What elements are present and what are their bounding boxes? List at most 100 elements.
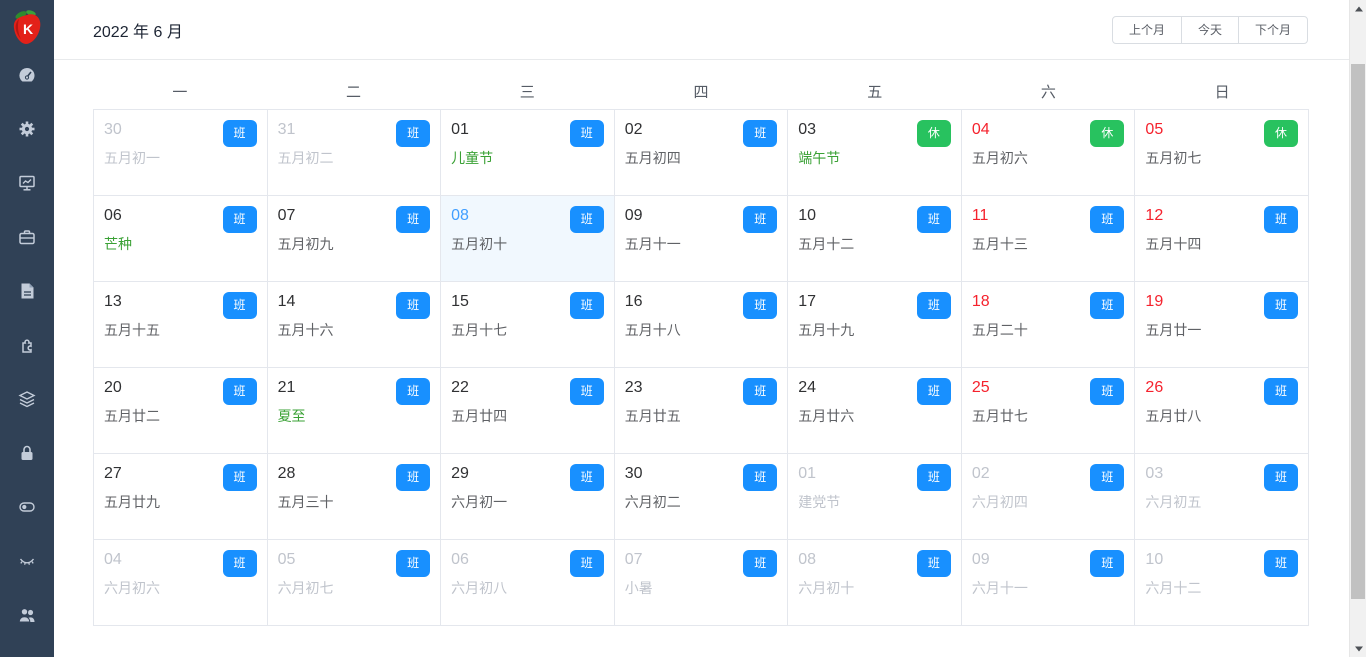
calendar-cell[interactable]: 10 五月十二 班 xyxy=(788,196,962,282)
calendar-cell[interactable]: 30 五月初一 班 xyxy=(94,110,268,196)
prev-month-button[interactable]: 上个月 xyxy=(1111,16,1182,44)
calendar-cell[interactable]: 03 端午节 休 xyxy=(788,110,962,196)
day-number: 05 xyxy=(277,551,296,568)
calendar-cell[interactable]: 26 五月廿八 班 xyxy=(1135,368,1309,454)
scroll-down-arrow-icon[interactable] xyxy=(1350,640,1366,657)
day-number: 07 xyxy=(624,551,643,568)
calendar-cell[interactable]: 05 五月初七 休 xyxy=(1135,110,1309,196)
work-badge: 班 xyxy=(569,206,604,233)
vertical-scrollbar[interactable] xyxy=(1349,0,1366,657)
calendar-cell[interactable]: 02 六月初四 班 xyxy=(961,454,1136,540)
layers-icon xyxy=(18,391,36,408)
sidebar-item-layers[interactable] xyxy=(0,372,54,426)
app-logo[interactable]: K xyxy=(7,6,47,48)
lunar-label: 五月初七 xyxy=(1145,150,1202,166)
day-number: 17 xyxy=(798,293,817,310)
day-number: 02 xyxy=(624,121,643,138)
day-number: 02 xyxy=(971,465,990,482)
calendar-cell[interactable]: 07 小暑 班 xyxy=(614,540,789,626)
calendar-cell[interactable]: 06 芒种 班 xyxy=(94,196,268,282)
calendar-cell[interactable]: 24 五月廿六 班 xyxy=(788,368,962,454)
calendar-cell[interactable]: 07 五月初九 班 xyxy=(267,196,442,282)
calendar-cell[interactable]: 11 五月十三 班 xyxy=(961,196,1136,282)
calendar-cell[interactable]: 14 五月十六 班 xyxy=(267,282,442,368)
calendar-cell[interactable]: 29 六月初一 班 xyxy=(441,454,615,540)
sidebar-item-components[interactable] xyxy=(0,318,54,372)
lunar-label: 五月十九 xyxy=(798,322,855,338)
calendar-cell[interactable]: 25 五月廿七 班 xyxy=(961,368,1136,454)
calendar-cell[interactable]: 05 六月初七 班 xyxy=(267,540,442,626)
day-number: 20 xyxy=(104,379,122,396)
calendar-cell[interactable]: 30 六月初二 班 xyxy=(614,454,789,540)
work-badge: 班 xyxy=(1263,292,1298,319)
lunar-label: 五月廿九 xyxy=(104,494,160,510)
users-icon xyxy=(18,608,35,623)
calendar-cell[interactable]: 15 五月十七 班 xyxy=(441,282,615,368)
svg-text:K: K xyxy=(23,21,33,37)
sidebar-item-document[interactable] xyxy=(0,264,54,318)
lunar-label: 五月十五 xyxy=(104,322,160,338)
calendar-cell[interactable]: 13 五月十五 班 xyxy=(94,282,268,368)
calendar-cell[interactable]: 18 五月二十 班 xyxy=(961,282,1136,368)
work-badge: 班 xyxy=(396,292,431,319)
sidebar-item-hidden[interactable] xyxy=(0,534,54,588)
day-number: 14 xyxy=(277,293,296,310)
calendar-cell[interactable]: 20 五月廿二 班 xyxy=(94,368,268,454)
calendar-cell[interactable]: 03 六月初五 班 xyxy=(1135,454,1309,540)
calendar-cell[interactable]: 31 五月初二 班 xyxy=(267,110,442,196)
calendar-cell[interactable]: 16 五月十八 班 xyxy=(614,282,789,368)
lunar-label: 六月十一 xyxy=(971,580,1028,596)
lunar-label: 五月廿八 xyxy=(1145,408,1202,424)
work-badge: 班 xyxy=(916,550,951,577)
sidebar-item-briefcase[interactable] xyxy=(0,210,54,264)
calendar-cell[interactable]: 09 六月十一 班 xyxy=(961,540,1136,626)
calendar-cell[interactable]: 28 五月三十 班 xyxy=(267,454,442,540)
calendar-cell[interactable]: 08 六月初十 班 xyxy=(788,540,962,626)
work-badge: 班 xyxy=(916,292,951,319)
calendar-cell[interactable]: 08 五月初十 班 xyxy=(441,196,615,282)
calendar-cell[interactable]: 17 五月十九 班 xyxy=(788,282,962,368)
work-badge: 班 xyxy=(569,550,604,577)
lunar-label: 五月廿五 xyxy=(624,408,681,424)
day-number: 18 xyxy=(971,293,990,310)
calendar-cell[interactable]: 01 建党节 班 xyxy=(788,454,962,540)
calendar-cell[interactable]: 21 夏至 班 xyxy=(267,368,442,454)
sidebar-item-lock[interactable] xyxy=(0,426,54,480)
sidebar-item-monitor[interactable] xyxy=(0,156,54,210)
day-number: 25 xyxy=(971,379,990,396)
calendar-cell[interactable]: 23 五月廿五 班 xyxy=(614,368,789,454)
work-badge: 班 xyxy=(222,378,257,405)
calendar-cell[interactable]: 10 六月十二 班 xyxy=(1135,540,1309,626)
calendar-cell[interactable]: 02 五月初四 班 xyxy=(614,110,789,196)
today-button[interactable]: 今天 xyxy=(1180,16,1239,44)
calendar-cell[interactable]: 22 五月廿四 班 xyxy=(441,368,615,454)
calendar-cell[interactable]: 19 五月廿一 班 xyxy=(1135,282,1309,368)
work-badge: 班 xyxy=(743,206,778,233)
lunar-label: 五月初六 xyxy=(971,150,1028,166)
sidebar-item-toggle[interactable] xyxy=(0,480,54,534)
calendar-cell[interactable]: 04 五月初六 休 xyxy=(961,110,1136,196)
lunar-label: 五月初一 xyxy=(104,150,160,166)
scroll-up-arrow-icon[interactable] xyxy=(1350,0,1366,17)
calendar-cell[interactable]: 01 儿童节 班 xyxy=(441,110,615,196)
lunar-label: 五月二十 xyxy=(971,322,1028,338)
scrollbar-thumb[interactable] xyxy=(1351,64,1365,599)
work-badge: 班 xyxy=(1263,206,1298,233)
sidebar-item-users[interactable] xyxy=(0,588,54,642)
calendar-cell[interactable]: 06 六月初八 班 xyxy=(441,540,615,626)
sidebar-item-dashboard[interactable] xyxy=(0,48,54,102)
work-badge: 班 xyxy=(396,206,431,233)
work-badge: 班 xyxy=(1090,550,1125,577)
calendar-cell[interactable]: 27 五月廿九 班 xyxy=(94,454,268,540)
lunar-label: 五月廿一 xyxy=(1145,322,1202,338)
weekday-header: 二 xyxy=(346,84,362,101)
calendar-cell[interactable]: 04 六月初六 班 xyxy=(94,540,268,626)
work-badge: 班 xyxy=(396,550,431,577)
work-badge: 班 xyxy=(916,464,951,491)
next-month-button[interactable]: 下个月 xyxy=(1237,16,1308,44)
sidebar-item-settings[interactable] xyxy=(0,102,54,156)
calendar-cell[interactable]: 12 五月十四 班 xyxy=(1135,196,1309,282)
calendar-cell[interactable]: 09 五月十一 班 xyxy=(614,196,789,282)
lunar-label: 五月十七 xyxy=(451,322,508,338)
work-badge: 班 xyxy=(1263,550,1298,577)
